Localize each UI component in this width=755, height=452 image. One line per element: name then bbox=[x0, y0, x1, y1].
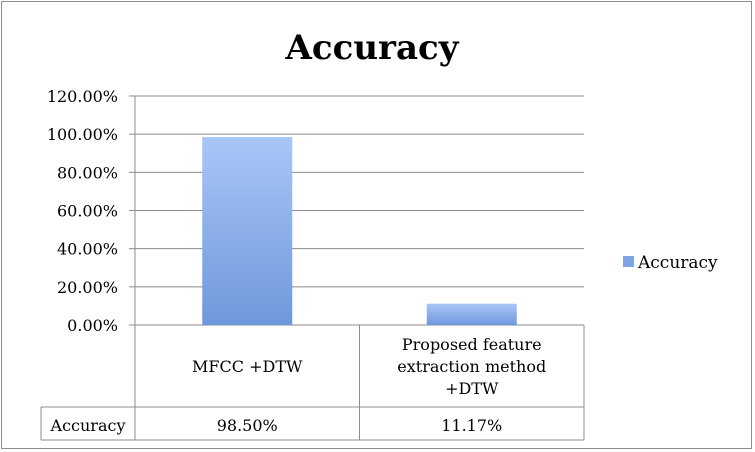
y-axis-ticks: 0.00% 20.00% 40.00% 60.00% 80.00% 100.00% 120.… bbox=[47, 87, 135, 335]
bar bbox=[202, 137, 293, 325]
y-tick-label: 0.00% bbox=[67, 316, 118, 335]
table-series-label: Accuracy bbox=[50, 416, 126, 435]
y-tick-label: 120.00% bbox=[47, 87, 118, 106]
chart-title: Accuracy bbox=[285, 28, 460, 68]
y-tick-label: 40.00% bbox=[57, 240, 118, 259]
bars bbox=[202, 137, 517, 325]
table-value: 11.17% bbox=[441, 416, 502, 435]
y-tick-label: 80.00% bbox=[57, 163, 118, 182]
y-tick-label: 100.00% bbox=[47, 125, 118, 144]
legend-swatch bbox=[623, 256, 634, 267]
category-label: Proposed feature extraction method +DTW bbox=[397, 335, 546, 398]
y-tick-label: 60.00% bbox=[57, 202, 118, 221]
category-label: MFCC +DTW bbox=[192, 357, 303, 376]
bar bbox=[426, 303, 517, 325]
legend-label: Accuracy bbox=[637, 253, 718, 273]
y-tick-label: 20.00% bbox=[57, 278, 118, 297]
table-value: 98.50% bbox=[217, 416, 278, 435]
data-table: MFCC +DTW Proposed feature extraction meth… bbox=[40, 325, 585, 441]
legend: Accuracy bbox=[623, 253, 718, 273]
